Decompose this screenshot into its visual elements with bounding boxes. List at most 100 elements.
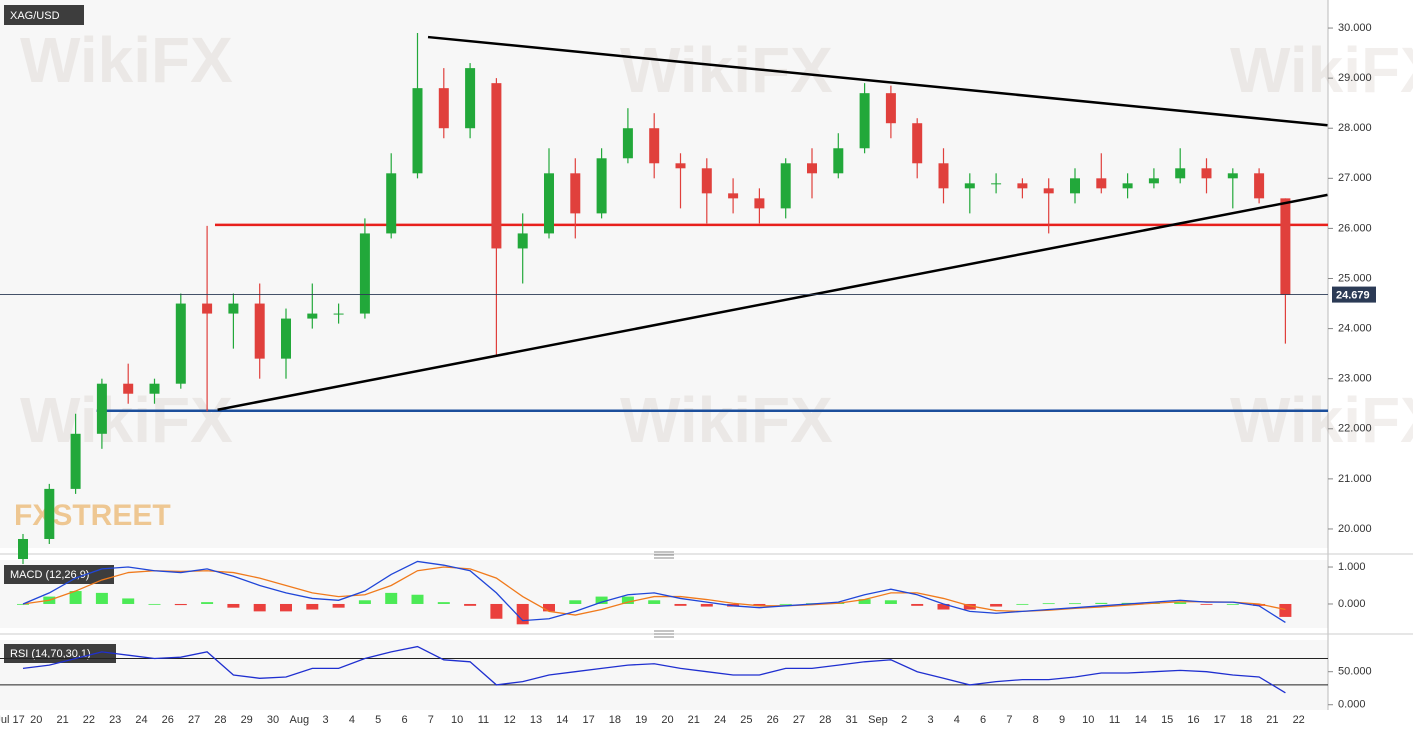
macd-histogram bbox=[464, 603, 477, 606]
y-tick-label: 26.000 bbox=[1338, 222, 1372, 234]
trend-line bbox=[217, 193, 1328, 411]
x-tick-label: 5 bbox=[375, 714, 381, 726]
candle-body bbox=[912, 123, 923, 164]
grip[interactable] bbox=[654, 630, 674, 638]
candle-body bbox=[649, 128, 660, 164]
candle-body bbox=[1017, 183, 1028, 189]
x-tick-label: 28 bbox=[819, 714, 831, 726]
candle-body bbox=[438, 88, 449, 129]
watermark: WikiFX bbox=[620, 34, 833, 106]
candle-body bbox=[754, 198, 765, 209]
macd-histogram bbox=[884, 600, 897, 604]
x-tick-label: 28 bbox=[214, 714, 226, 726]
x-tick-label: 22 bbox=[1293, 714, 1305, 726]
candle-body bbox=[1201, 168, 1212, 179]
x-tick-label: 8 bbox=[1033, 714, 1039, 726]
x-tick-label: 23 bbox=[109, 714, 121, 726]
candle-body bbox=[780, 163, 791, 209]
candle-body bbox=[728, 193, 739, 199]
y-tick-label: 21.000 bbox=[1338, 473, 1372, 485]
candle-body bbox=[859, 93, 870, 149]
macd-histogram bbox=[1069, 603, 1081, 605]
macd-histogram bbox=[148, 603, 161, 605]
candle-body bbox=[938, 163, 949, 189]
x-tick-label: 24 bbox=[714, 714, 726, 726]
candle-body bbox=[465, 68, 476, 129]
candle-body bbox=[412, 88, 423, 174]
candle-body bbox=[70, 433, 81, 489]
x-tick-label: 26 bbox=[162, 714, 174, 726]
macd-histogram bbox=[1174, 602, 1187, 604]
candle-body bbox=[1227, 173, 1238, 179]
watermarks: WikiFX WikiFX WikiFX WikiFX WikiFX WikiF… bbox=[14, 24, 1413, 532]
candle-body bbox=[701, 168, 712, 194]
x-tick-label: 21 bbox=[1266, 714, 1278, 726]
x-tick-label: 12 bbox=[504, 714, 516, 726]
logo: FXSTREET bbox=[14, 499, 171, 532]
y-tick-label: 28.000 bbox=[1338, 122, 1372, 134]
candle-body bbox=[544, 173, 554, 234]
candle-body bbox=[44, 488, 55, 539]
symbol: XAG/USD bbox=[10, 10, 60, 22]
macd-histogram bbox=[1016, 603, 1029, 605]
x-tick-label: 24 bbox=[135, 714, 147, 726]
candle-body bbox=[96, 383, 107, 434]
candle-body bbox=[570, 173, 581, 214]
y-tick-label: 0.000 bbox=[1338, 598, 1366, 610]
x-tick-label: 6 bbox=[401, 714, 407, 726]
macd-histogram bbox=[1279, 603, 1292, 617]
x-tick-label: 26 bbox=[767, 714, 779, 726]
macd-histogram bbox=[595, 596, 608, 604]
macd-histogram bbox=[937, 603, 950, 610]
macd-histogram bbox=[858, 599, 871, 604]
macd-histogram bbox=[490, 603, 503, 619]
candle-body bbox=[991, 183, 1002, 185]
x-tick-label: 25 bbox=[740, 714, 752, 726]
x-tick-label: 18 bbox=[1240, 714, 1252, 726]
macd-histogram bbox=[516, 603, 529, 625]
x-tick-label: 11 bbox=[478, 714, 489, 726]
x-tick-label: 9 bbox=[1059, 714, 1065, 726]
x-tick-label: 3 bbox=[927, 714, 933, 726]
x-tick-label: 15 bbox=[1161, 714, 1173, 726]
x-tick-label: 3 bbox=[323, 714, 329, 726]
x-tick-label: 13 bbox=[530, 714, 542, 726]
macd-histogram bbox=[358, 600, 371, 604]
grip[interactable] bbox=[654, 551, 674, 559]
candle-body bbox=[964, 183, 975, 189]
watermark: WikiFX bbox=[1230, 384, 1413, 456]
candle-body bbox=[123, 383, 134, 394]
macd-histogram bbox=[306, 603, 319, 610]
x-tick-label: 14 bbox=[1135, 714, 1147, 726]
macd-histogram bbox=[17, 603, 29, 605]
candle-body bbox=[1043, 188, 1054, 194]
macd-histogram bbox=[69, 591, 82, 604]
candle-body bbox=[517, 233, 528, 249]
macd-histogram bbox=[1253, 603, 1266, 606]
macd-histogram bbox=[990, 603, 1003, 607]
macd-title-box bbox=[4, 565, 114, 584]
macd-histogram bbox=[227, 603, 240, 608]
y-tick-label: 1.000 bbox=[1338, 561, 1366, 573]
x-tick-label: 10 bbox=[1082, 714, 1094, 726]
candle-body bbox=[1254, 173, 1265, 199]
x-tick-label: 2 bbox=[901, 714, 907, 726]
watermark: WikiFX bbox=[20, 24, 233, 96]
candle-body bbox=[254, 303, 265, 359]
y-tick-label: 27.000 bbox=[1338, 172, 1372, 184]
main-panel bbox=[0, 0, 1328, 548]
macd-histogram bbox=[122, 598, 135, 604]
x-tick-label: 11 bbox=[1109, 714, 1120, 726]
candle-body bbox=[175, 303, 186, 384]
x-tick-label: 21 bbox=[56, 714, 68, 726]
candle-body bbox=[333, 313, 344, 315]
macd-histogram bbox=[543, 603, 555, 612]
macd-histogram bbox=[621, 596, 634, 604]
candle-body bbox=[491, 83, 502, 249]
x-tick-label: 18 bbox=[609, 714, 621, 726]
candle-body bbox=[1148, 178, 1159, 184]
x-tick-label: 19 bbox=[635, 714, 647, 726]
candle-body bbox=[149, 383, 160, 394]
x-tick-label: 30 bbox=[267, 714, 279, 726]
